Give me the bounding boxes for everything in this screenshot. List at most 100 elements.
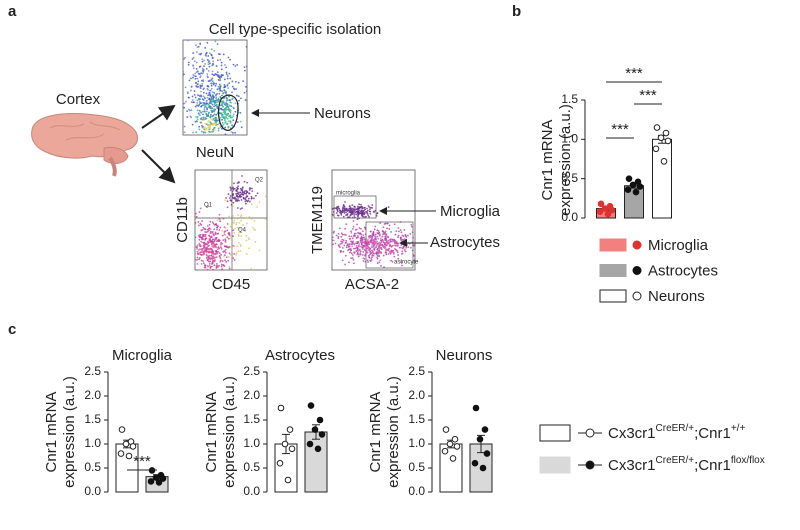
event-dot bbox=[203, 65, 205, 68]
event-dot bbox=[197, 221, 200, 223]
event-dot bbox=[378, 247, 381, 249]
event-dot bbox=[208, 60, 211, 63]
data-point bbox=[311, 426, 319, 433]
event-dot bbox=[231, 204, 234, 207]
event-dot bbox=[364, 243, 367, 246]
event-dot bbox=[236, 195, 239, 198]
event-dot bbox=[349, 240, 352, 243]
data-point bbox=[281, 440, 289, 448]
event-dot bbox=[224, 91, 226, 93]
event-dot bbox=[198, 242, 201, 245]
event-dot bbox=[194, 22, 196, 24]
event-dot bbox=[213, 263, 215, 265]
event-dot bbox=[391, 240, 393, 243]
event-dot bbox=[209, 125, 211, 128]
event-dot bbox=[199, 244, 202, 247]
event-dot bbox=[345, 211, 348, 214]
event-dot bbox=[341, 238, 344, 241]
event-dot bbox=[213, 108, 216, 110]
event-dot bbox=[209, 232, 212, 235]
event-dot bbox=[225, 115, 227, 118]
event-dot bbox=[206, 58, 209, 61]
event-dot bbox=[354, 228, 357, 231]
event-dot bbox=[384, 237, 386, 240]
legend-label: Neurons bbox=[648, 288, 705, 305]
event-dot bbox=[198, 234, 200, 237]
y-tick-label: 1.5 bbox=[561, 92, 578, 106]
event-dot bbox=[384, 235, 387, 238]
event-dot bbox=[198, 128, 201, 131]
event-dot bbox=[220, 118, 223, 121]
event-dot bbox=[232, 113, 235, 116]
event-dot bbox=[366, 207, 368, 210]
event-dot bbox=[196, 101, 199, 104]
event-dot bbox=[205, 92, 208, 95]
event-dot bbox=[234, 200, 237, 202]
event-dot bbox=[337, 237, 340, 240]
event-dot bbox=[216, 239, 219, 242]
event-dot bbox=[358, 212, 360, 215]
event-dot bbox=[198, 109, 201, 112]
event-dot bbox=[210, 53, 213, 56]
event-dot bbox=[205, 274, 207, 276]
event-dot bbox=[219, 95, 222, 98]
event-dot bbox=[230, 101, 233, 104]
event-dot bbox=[240, 219, 242, 222]
legend-marker bbox=[585, 428, 595, 438]
event-dot bbox=[194, 105, 197, 108]
event-dot bbox=[205, 102, 208, 105]
event-dot bbox=[222, 74, 224, 77]
event-dot bbox=[221, 242, 224, 245]
event-dot bbox=[207, 205, 210, 208]
event-dot bbox=[212, 251, 214, 254]
data-point bbox=[632, 188, 640, 196]
event-dot bbox=[205, 55, 208, 57]
event-dot bbox=[213, 113, 216, 116]
event-dot bbox=[233, 231, 236, 234]
event-dot bbox=[393, 244, 396, 247]
event-dot bbox=[208, 257, 211, 259]
event-dot bbox=[208, 237, 211, 240]
event-dot bbox=[250, 195, 253, 198]
event-dot bbox=[400, 246, 402, 249]
event-dot bbox=[238, 231, 241, 234]
event-dot bbox=[214, 119, 216, 122]
event-dot bbox=[211, 64, 213, 67]
event-dot bbox=[202, 95, 205, 98]
event-dot bbox=[391, 251, 394, 254]
event-dot bbox=[199, 76, 202, 79]
event-dot bbox=[232, 221, 235, 224]
event-dot bbox=[374, 233, 377, 236]
event-dot bbox=[207, 241, 210, 244]
event-dot bbox=[183, 125, 186, 128]
event-dot bbox=[210, 243, 213, 246]
event-dot bbox=[228, 120, 230, 123]
event-dot bbox=[201, 83, 203, 85]
event-dot bbox=[203, 131, 205, 133]
event-dot bbox=[211, 262, 214, 265]
event-dot bbox=[223, 83, 226, 86]
event-dot bbox=[355, 245, 358, 247]
event-dot bbox=[212, 256, 214, 259]
event-dot bbox=[219, 116, 222, 119]
event-dot bbox=[231, 85, 234, 88]
event-dot bbox=[201, 58, 204, 61]
event-dot bbox=[214, 231, 217, 234]
event-dot bbox=[368, 256, 371, 259]
event-dot bbox=[209, 123, 212, 126]
event-dot bbox=[196, 116, 199, 118]
event-dot bbox=[211, 80, 214, 83]
event-dot bbox=[218, 92, 221, 95]
event-dot bbox=[337, 232, 340, 235]
event-dot bbox=[176, 125, 178, 127]
event-dot bbox=[357, 250, 360, 252]
event-dot bbox=[217, 129, 220, 132]
event-dot bbox=[358, 243, 361, 246]
event-dot bbox=[203, 227, 206, 230]
data-point bbox=[449, 455, 457, 462]
event-dot bbox=[195, 222, 197, 224]
event-dot bbox=[198, 125, 201, 128]
legend-swatch bbox=[539, 424, 571, 442]
event-dot bbox=[203, 103, 206, 106]
event-dot bbox=[215, 223, 217, 226]
